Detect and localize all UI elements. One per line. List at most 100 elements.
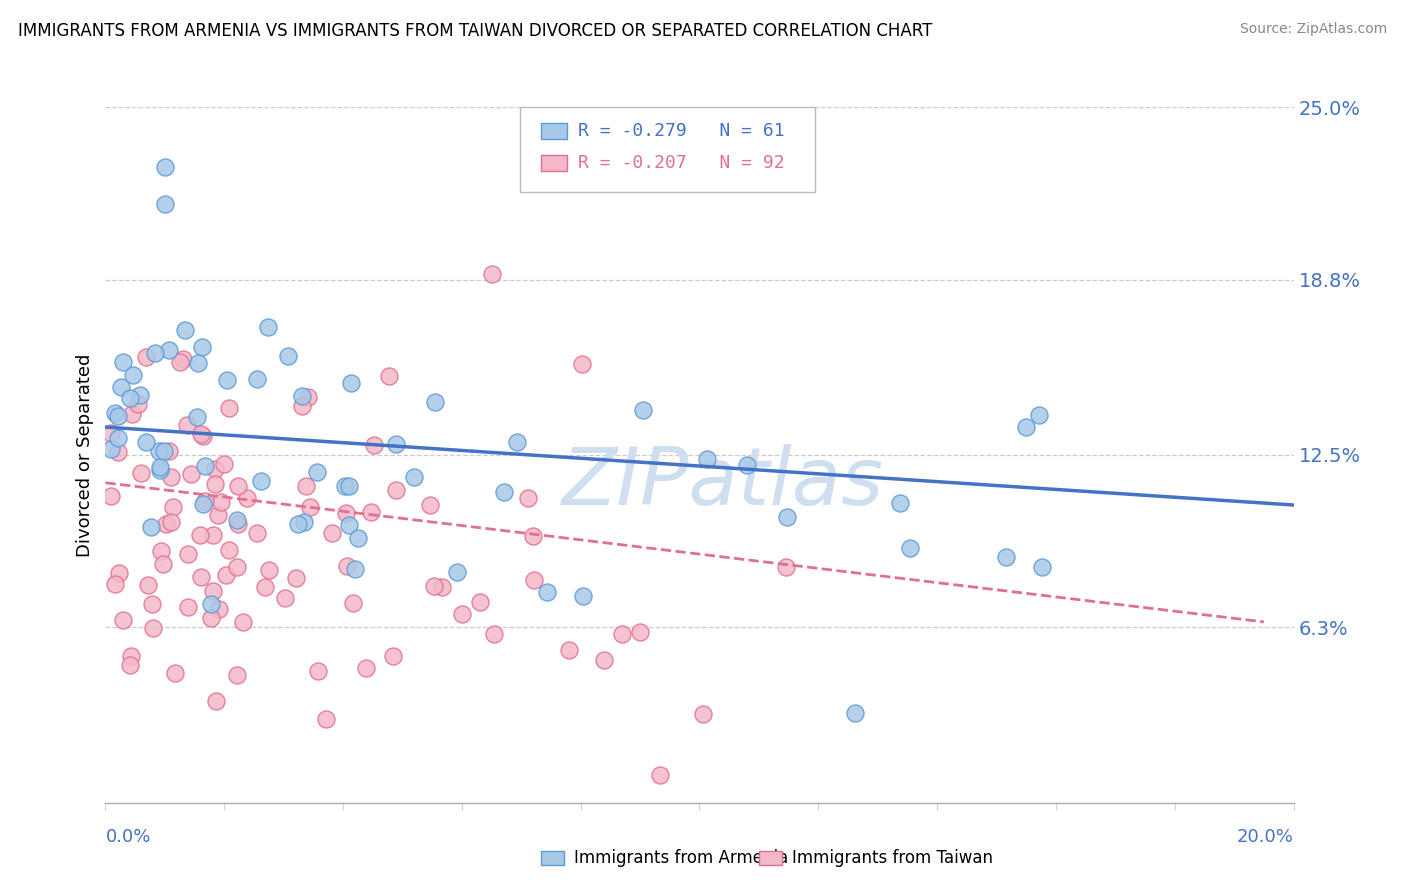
- Point: [571, 357, 593, 371]
- Point: [169, 354, 191, 368]
- Point: [347, 532, 370, 546]
- Point: [174, 322, 197, 336]
- Point: [292, 516, 315, 530]
- Point: [153, 197, 176, 211]
- Point: [257, 563, 280, 577]
- Point: [129, 466, 152, 480]
- Point: [321, 526, 343, 541]
- Point: [135, 435, 157, 450]
- Point: [612, 627, 634, 641]
- Point: [378, 369, 401, 384]
- Point: [484, 627, 506, 641]
- Text: R = -0.279   N = 61: R = -0.279 N = 61: [578, 122, 785, 140]
- Point: [558, 642, 581, 657]
- Point: [423, 394, 446, 409]
- Point: [315, 712, 337, 726]
- Point: [844, 706, 866, 720]
- Point: [516, 491, 538, 505]
- Point: [522, 528, 544, 542]
- Point: [335, 506, 357, 520]
- Point: [402, 470, 425, 484]
- Point: [297, 390, 319, 404]
- Point: [344, 562, 367, 576]
- Point: [157, 444, 180, 458]
- Y-axis label: Divorced or Separated: Divorced or Separated: [76, 353, 94, 557]
- Point: [152, 557, 174, 571]
- Text: 0.0%: 0.0%: [105, 828, 150, 846]
- Point: [129, 388, 152, 402]
- Point: [193, 429, 215, 443]
- Point: [246, 526, 269, 541]
- Point: [100, 489, 122, 503]
- Point: [153, 161, 176, 175]
- Point: [336, 559, 359, 574]
- Point: [218, 543, 240, 558]
- Point: [468, 595, 491, 609]
- Point: [149, 459, 172, 474]
- Point: [208, 602, 231, 616]
- Point: [254, 580, 277, 594]
- Point: [205, 694, 228, 708]
- Point: [536, 585, 558, 599]
- Point: [180, 467, 202, 482]
- Point: [107, 445, 129, 459]
- Point: [450, 607, 472, 621]
- Point: [176, 418, 198, 433]
- Point: [160, 516, 183, 530]
- Point: [648, 768, 671, 782]
- Point: [217, 373, 239, 387]
- Point: [422, 579, 444, 593]
- Point: [593, 653, 616, 667]
- Point: [191, 497, 214, 511]
- Point: [201, 584, 224, 599]
- Point: [257, 320, 280, 334]
- Point: [120, 391, 142, 405]
- Text: Source: ZipAtlas.com: Source: ZipAtlas.com: [1240, 22, 1388, 37]
- Point: [145, 346, 167, 360]
- Point: [419, 498, 441, 512]
- Point: [226, 668, 249, 682]
- Text: ZIPatlas: ZIPatlas: [562, 443, 884, 522]
- Point: [246, 372, 269, 386]
- Point: [335, 479, 357, 493]
- Point: [523, 573, 546, 587]
- Point: [735, 458, 758, 472]
- Point: [155, 517, 177, 532]
- Point: [291, 399, 314, 413]
- Point: [381, 648, 404, 663]
- Point: [135, 350, 157, 364]
- Point: [285, 571, 308, 585]
- Point: [107, 431, 129, 445]
- Point: [177, 547, 200, 561]
- Point: [149, 463, 172, 477]
- Point: [127, 397, 149, 411]
- Point: [342, 596, 364, 610]
- Point: [122, 368, 145, 383]
- Point: [572, 590, 595, 604]
- Point: [430, 580, 453, 594]
- Point: [121, 408, 143, 422]
- Point: [339, 518, 361, 533]
- Point: [104, 577, 127, 591]
- Point: [190, 427, 212, 442]
- Point: [111, 613, 134, 627]
- Point: [236, 491, 259, 506]
- Point: [696, 452, 718, 467]
- Point: [148, 444, 170, 458]
- Point: [226, 517, 249, 532]
- Point: [200, 597, 222, 611]
- Point: [775, 560, 797, 574]
- Point: [200, 611, 222, 625]
- Point: [194, 459, 217, 474]
- Point: [277, 349, 299, 363]
- Point: [299, 500, 322, 514]
- Point: [207, 508, 229, 523]
- Point: [186, 409, 208, 424]
- Point: [100, 442, 122, 457]
- Point: [165, 665, 187, 680]
- Point: [177, 599, 200, 614]
- Point: [776, 510, 799, 524]
- Point: [898, 541, 921, 556]
- Point: [274, 591, 297, 605]
- Point: [100, 425, 122, 440]
